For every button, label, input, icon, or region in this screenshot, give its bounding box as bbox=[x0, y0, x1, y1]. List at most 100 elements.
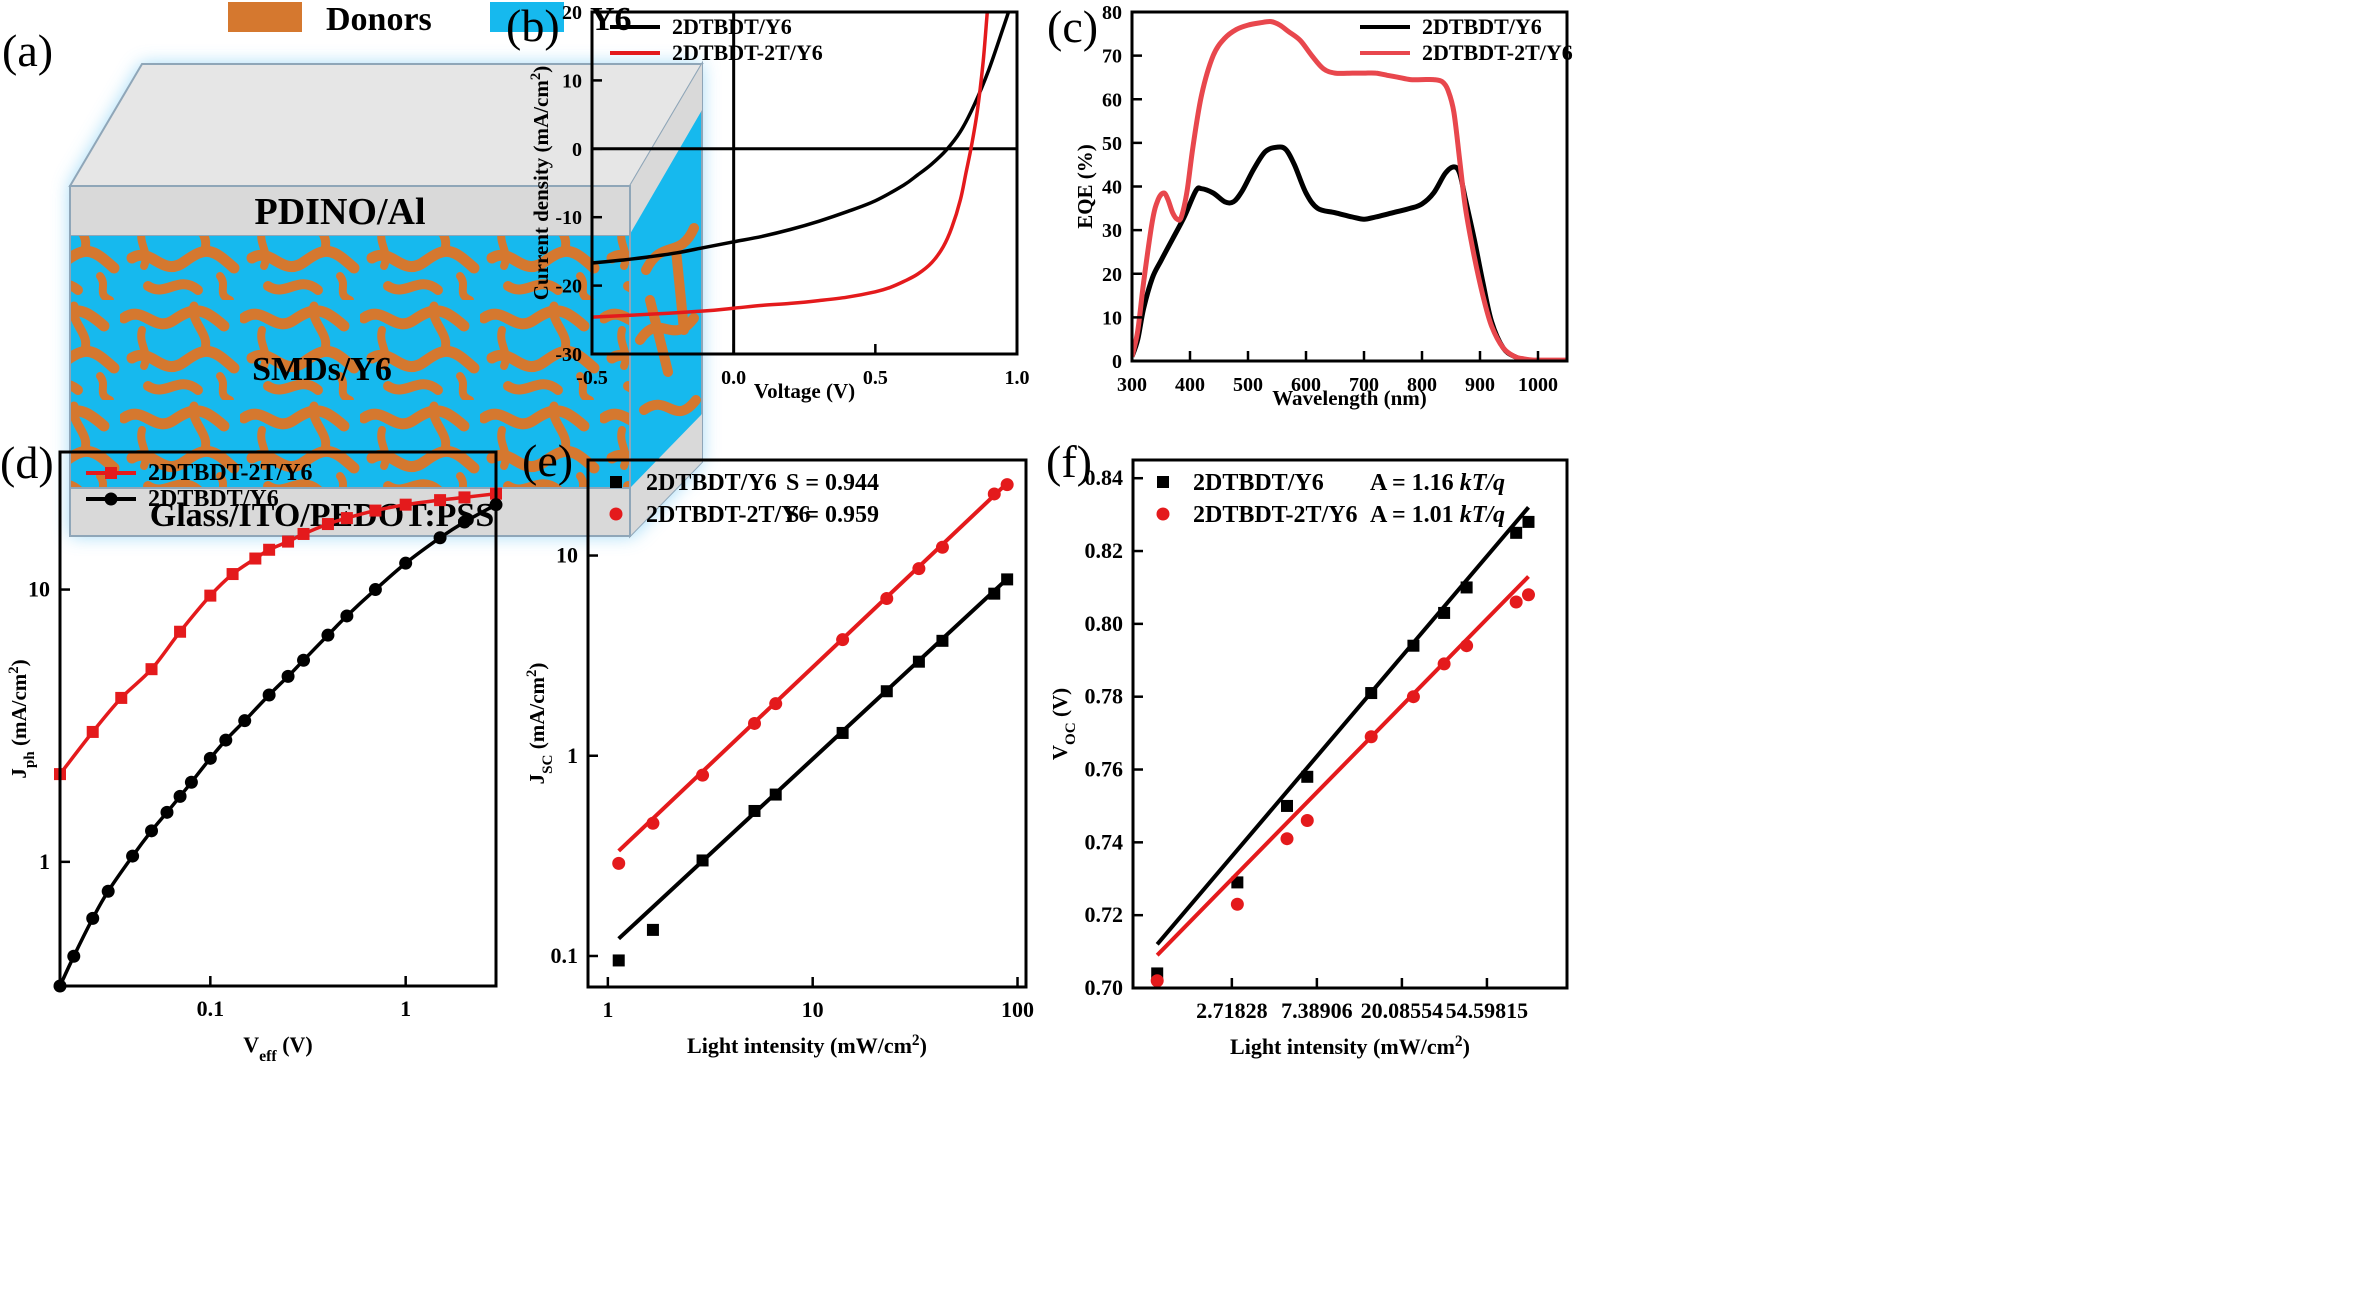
data-point bbox=[988, 587, 1001, 600]
data-point bbox=[1281, 799, 1294, 812]
data-point bbox=[1407, 639, 1420, 652]
data-point bbox=[160, 805, 174, 819]
data-point bbox=[880, 592, 894, 606]
data-point bbox=[203, 751, 217, 765]
data-point bbox=[184, 775, 198, 789]
y-tick-label: 1 bbox=[39, 849, 50, 874]
data-point bbox=[433, 531, 447, 545]
data-point bbox=[281, 669, 295, 683]
legend: 2DTBDT/Y6 S = 0.944 2DTBDT-2T/Y6S = 0.959 bbox=[609, 470, 879, 528]
series-2dtbdt-y6 bbox=[592, 12, 1011, 265]
x-tick-label: 20.08554 bbox=[1361, 998, 1444, 1023]
data-point bbox=[238, 714, 252, 728]
y-axis-label: VOC (V) bbox=[1048, 688, 1079, 760]
series-2dtbdt-y6 bbox=[1132, 144, 1567, 361]
data-point bbox=[340, 609, 354, 623]
data-point bbox=[1460, 639, 1474, 653]
y-tick-label: 0.84 bbox=[1085, 465, 1124, 490]
x-tick-label: 800 bbox=[1407, 374, 1437, 396]
series-2dtbdt-y6 bbox=[53, 498, 503, 993]
legend-label-2dtbdt-y6: 2DTBDT/Y6 bbox=[148, 486, 279, 512]
series-2dtbdt-2t-y6 bbox=[1150, 575, 1535, 988]
plot-frame bbox=[590, 10, 1019, 356]
chart-c: (c) 300 400 500 600 700 800 900 1000 0 10 20 30 40 50 6… bbox=[1047, 1, 1573, 410]
y-axis-label: JSC (mA/cm2) bbox=[524, 663, 556, 785]
y-tick-label: 40 bbox=[1102, 177, 1122, 199]
panel-label: (b) bbox=[506, 0, 560, 51]
line-2dtbdt-y6 bbox=[60, 503, 496, 986]
y-tick-label: 10 bbox=[1102, 307, 1122, 329]
data-point bbox=[1510, 526, 1523, 539]
legend-marker bbox=[609, 507, 623, 521]
data-point bbox=[1521, 588, 1535, 602]
legend-label-2dtbdt-2t-y6: 2DTBDT-2T/Y6 bbox=[672, 40, 823, 65]
y-tick-label: 20 bbox=[1102, 264, 1122, 286]
x-tick-label: 1000 bbox=[1518, 374, 1558, 396]
data-point bbox=[1300, 813, 1314, 827]
data-point bbox=[115, 691, 128, 704]
x-tick-label: 1 bbox=[602, 997, 613, 1022]
data-point bbox=[912, 562, 926, 576]
chart-d: (d) 0.1 1 1 10 Veff (V) Jph (mA/cm2) 2DTBDT-2T/… bbox=[0, 437, 503, 1065]
data-point bbox=[399, 498, 412, 511]
data-point bbox=[912, 655, 925, 668]
legend-marker bbox=[610, 476, 622, 488]
y-tick-label: 10 bbox=[562, 70, 582, 92]
y-axis-label: Jph (mA/cm2) bbox=[6, 659, 38, 778]
data-point bbox=[696, 854, 709, 867]
line-2dtbdt-y6 bbox=[1132, 144, 1567, 361]
data-point bbox=[67, 949, 81, 963]
legend-label-2dtbdt-2t-y6: 2DTBDT-2T/Y6 bbox=[148, 460, 312, 486]
data-point bbox=[340, 512, 353, 525]
panel-label: (f) bbox=[1046, 436, 1092, 487]
x-tick-label: 300 bbox=[1117, 374, 1147, 396]
data-point bbox=[458, 491, 471, 504]
x-tick-label: 900 bbox=[1465, 374, 1495, 396]
x-axis-label: Light intensity (mW/cm2) bbox=[687, 1032, 927, 1059]
data-point bbox=[1509, 595, 1523, 609]
x-axis-label: Wavelength (nm) bbox=[1272, 386, 1427, 410]
chart-e: (e) 1 10 100 0.1 1 10 Light intensity (mW/cm2) J… bbox=[522, 435, 1034, 1058]
data-point bbox=[836, 726, 849, 739]
x-tick-label: 1 bbox=[400, 996, 411, 1021]
x-tick-label: 400 bbox=[1175, 374, 1205, 396]
y-tick-label: 0.74 bbox=[1085, 829, 1124, 854]
data-point bbox=[1150, 974, 1164, 988]
data-point bbox=[1365, 687, 1378, 700]
data-point bbox=[1406, 690, 1420, 704]
y-tick-label: 0.76 bbox=[1085, 757, 1124, 782]
data-point bbox=[173, 789, 187, 803]
device-right-donor-network bbox=[635, 223, 701, 417]
series-2dtbdt-2t-y6 bbox=[54, 487, 502, 781]
data-point bbox=[457, 515, 471, 529]
x-axis-label: Veff (V) bbox=[243, 1032, 313, 1065]
data-point bbox=[748, 804, 761, 817]
data-point bbox=[262, 688, 276, 702]
data-point bbox=[1438, 606, 1451, 619]
data-point bbox=[368, 583, 382, 597]
data-point bbox=[145, 824, 159, 838]
data-point bbox=[297, 653, 311, 667]
data-point bbox=[1437, 657, 1451, 671]
data-point bbox=[748, 716, 762, 730]
legend-annotation-2dtbdt-y6: S = 0.944 bbox=[786, 470, 879, 496]
layer-top-label: PDINO/Al bbox=[255, 191, 426, 233]
data-point bbox=[646, 923, 659, 936]
layer-active-label: SMDs/Y6 bbox=[252, 351, 392, 388]
line-2dtbdt-y6 bbox=[592, 12, 1011, 265]
data-point bbox=[174, 625, 187, 638]
legend-annotation-2dtbdt-2t-y6: A = 1.01 kT/q bbox=[1370, 502, 1505, 528]
y-tick-label: -30 bbox=[555, 344, 582, 366]
data-point bbox=[1460, 581, 1473, 594]
legend-label-2dtbdt-y6: 2DTBDT/Y6 bbox=[672, 14, 792, 39]
data-point bbox=[836, 633, 850, 647]
y-tick-label: 10 bbox=[556, 543, 578, 568]
data-point bbox=[263, 543, 276, 556]
data-point bbox=[1522, 515, 1535, 528]
x-tick-label: 0.0 bbox=[721, 367, 746, 389]
line-2dtbdt-2t-y6 bbox=[592, 12, 990, 319]
x-axis-label: Voltage (V) bbox=[754, 379, 855, 403]
panel-label: (d) bbox=[0, 437, 54, 488]
